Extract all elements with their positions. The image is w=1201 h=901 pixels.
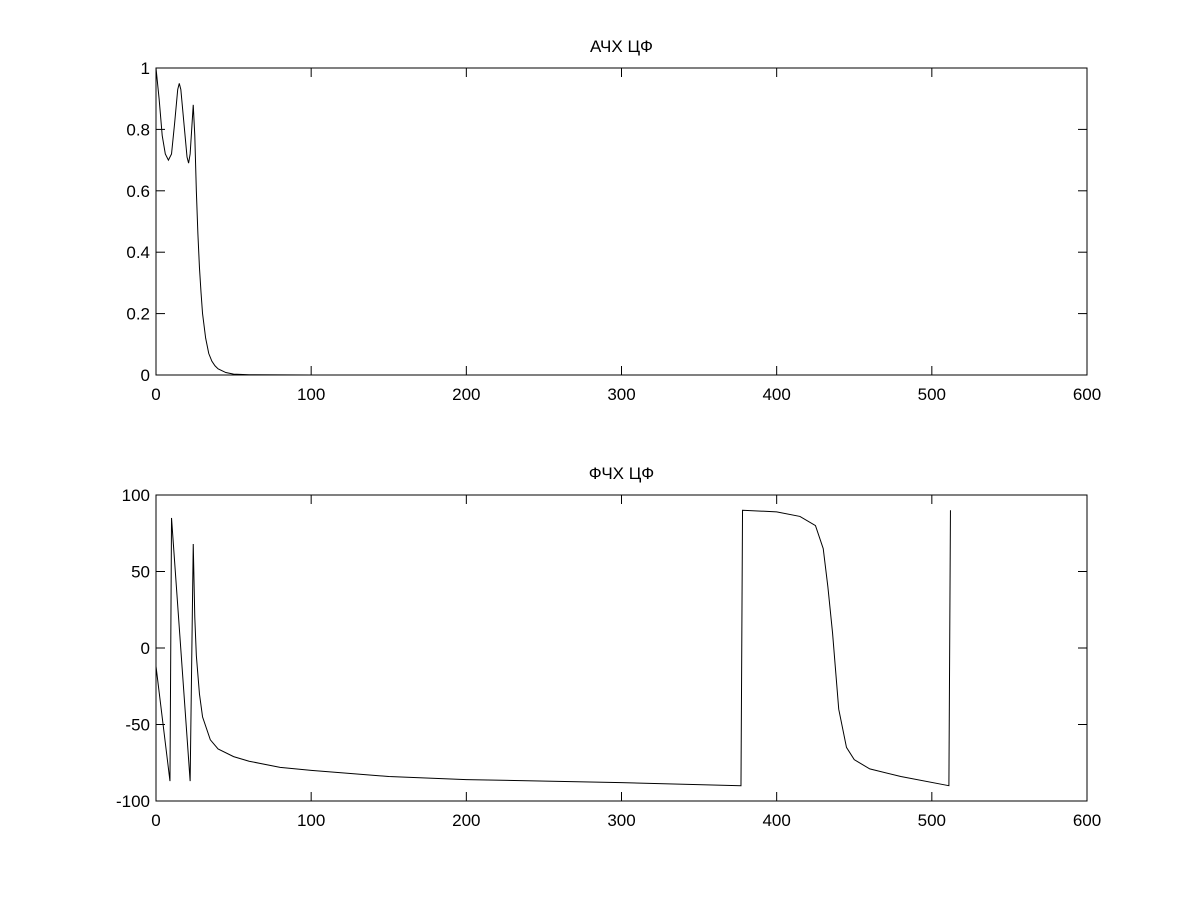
y-tick-label: 100 (122, 486, 150, 505)
x-tick-label: 500 (918, 385, 946, 404)
plot-area (155, 67, 1088, 376)
x-tick-label: 600 (1073, 385, 1101, 404)
y-tick-label: -100 (116, 792, 150, 811)
x-tick-label: 200 (452, 385, 480, 404)
x-tick-label: 500 (918, 811, 946, 830)
line (155, 509, 951, 787)
x-tick-label: 100 (297, 811, 325, 830)
y-tick-label: 0 (141, 366, 150, 385)
y-tick-label: 0.4 (126, 243, 150, 262)
y-tick-label: 0 (141, 639, 150, 658)
y-tick-label: 0.2 (126, 305, 150, 324)
x-tick-label: 0 (151, 385, 160, 404)
y-tick-label: -50 (125, 716, 150, 735)
x-tick-label: 0 (151, 811, 160, 830)
x-tick-label: 400 (762, 385, 790, 404)
y-tick-label: 50 (131, 563, 150, 582)
x-tick-label: 100 (297, 385, 325, 404)
line (155, 67, 951, 376)
y-tick-label: 0.8 (126, 120, 150, 139)
plot-area (155, 494, 1088, 802)
x-tick-label: 300 (607, 811, 635, 830)
y-tick-label: 1 (141, 59, 150, 78)
x-tick-label: 300 (607, 385, 635, 404)
chart-title: ФЧХ ЦФ (589, 464, 654, 483)
y-tick-label: 0.6 (126, 182, 150, 201)
x-tick-label: 600 (1073, 811, 1101, 830)
chart-title: АЧХ ЦФ (590, 37, 653, 56)
x-tick-label: 200 (452, 811, 480, 830)
x-tick-label: 400 (762, 811, 790, 830)
